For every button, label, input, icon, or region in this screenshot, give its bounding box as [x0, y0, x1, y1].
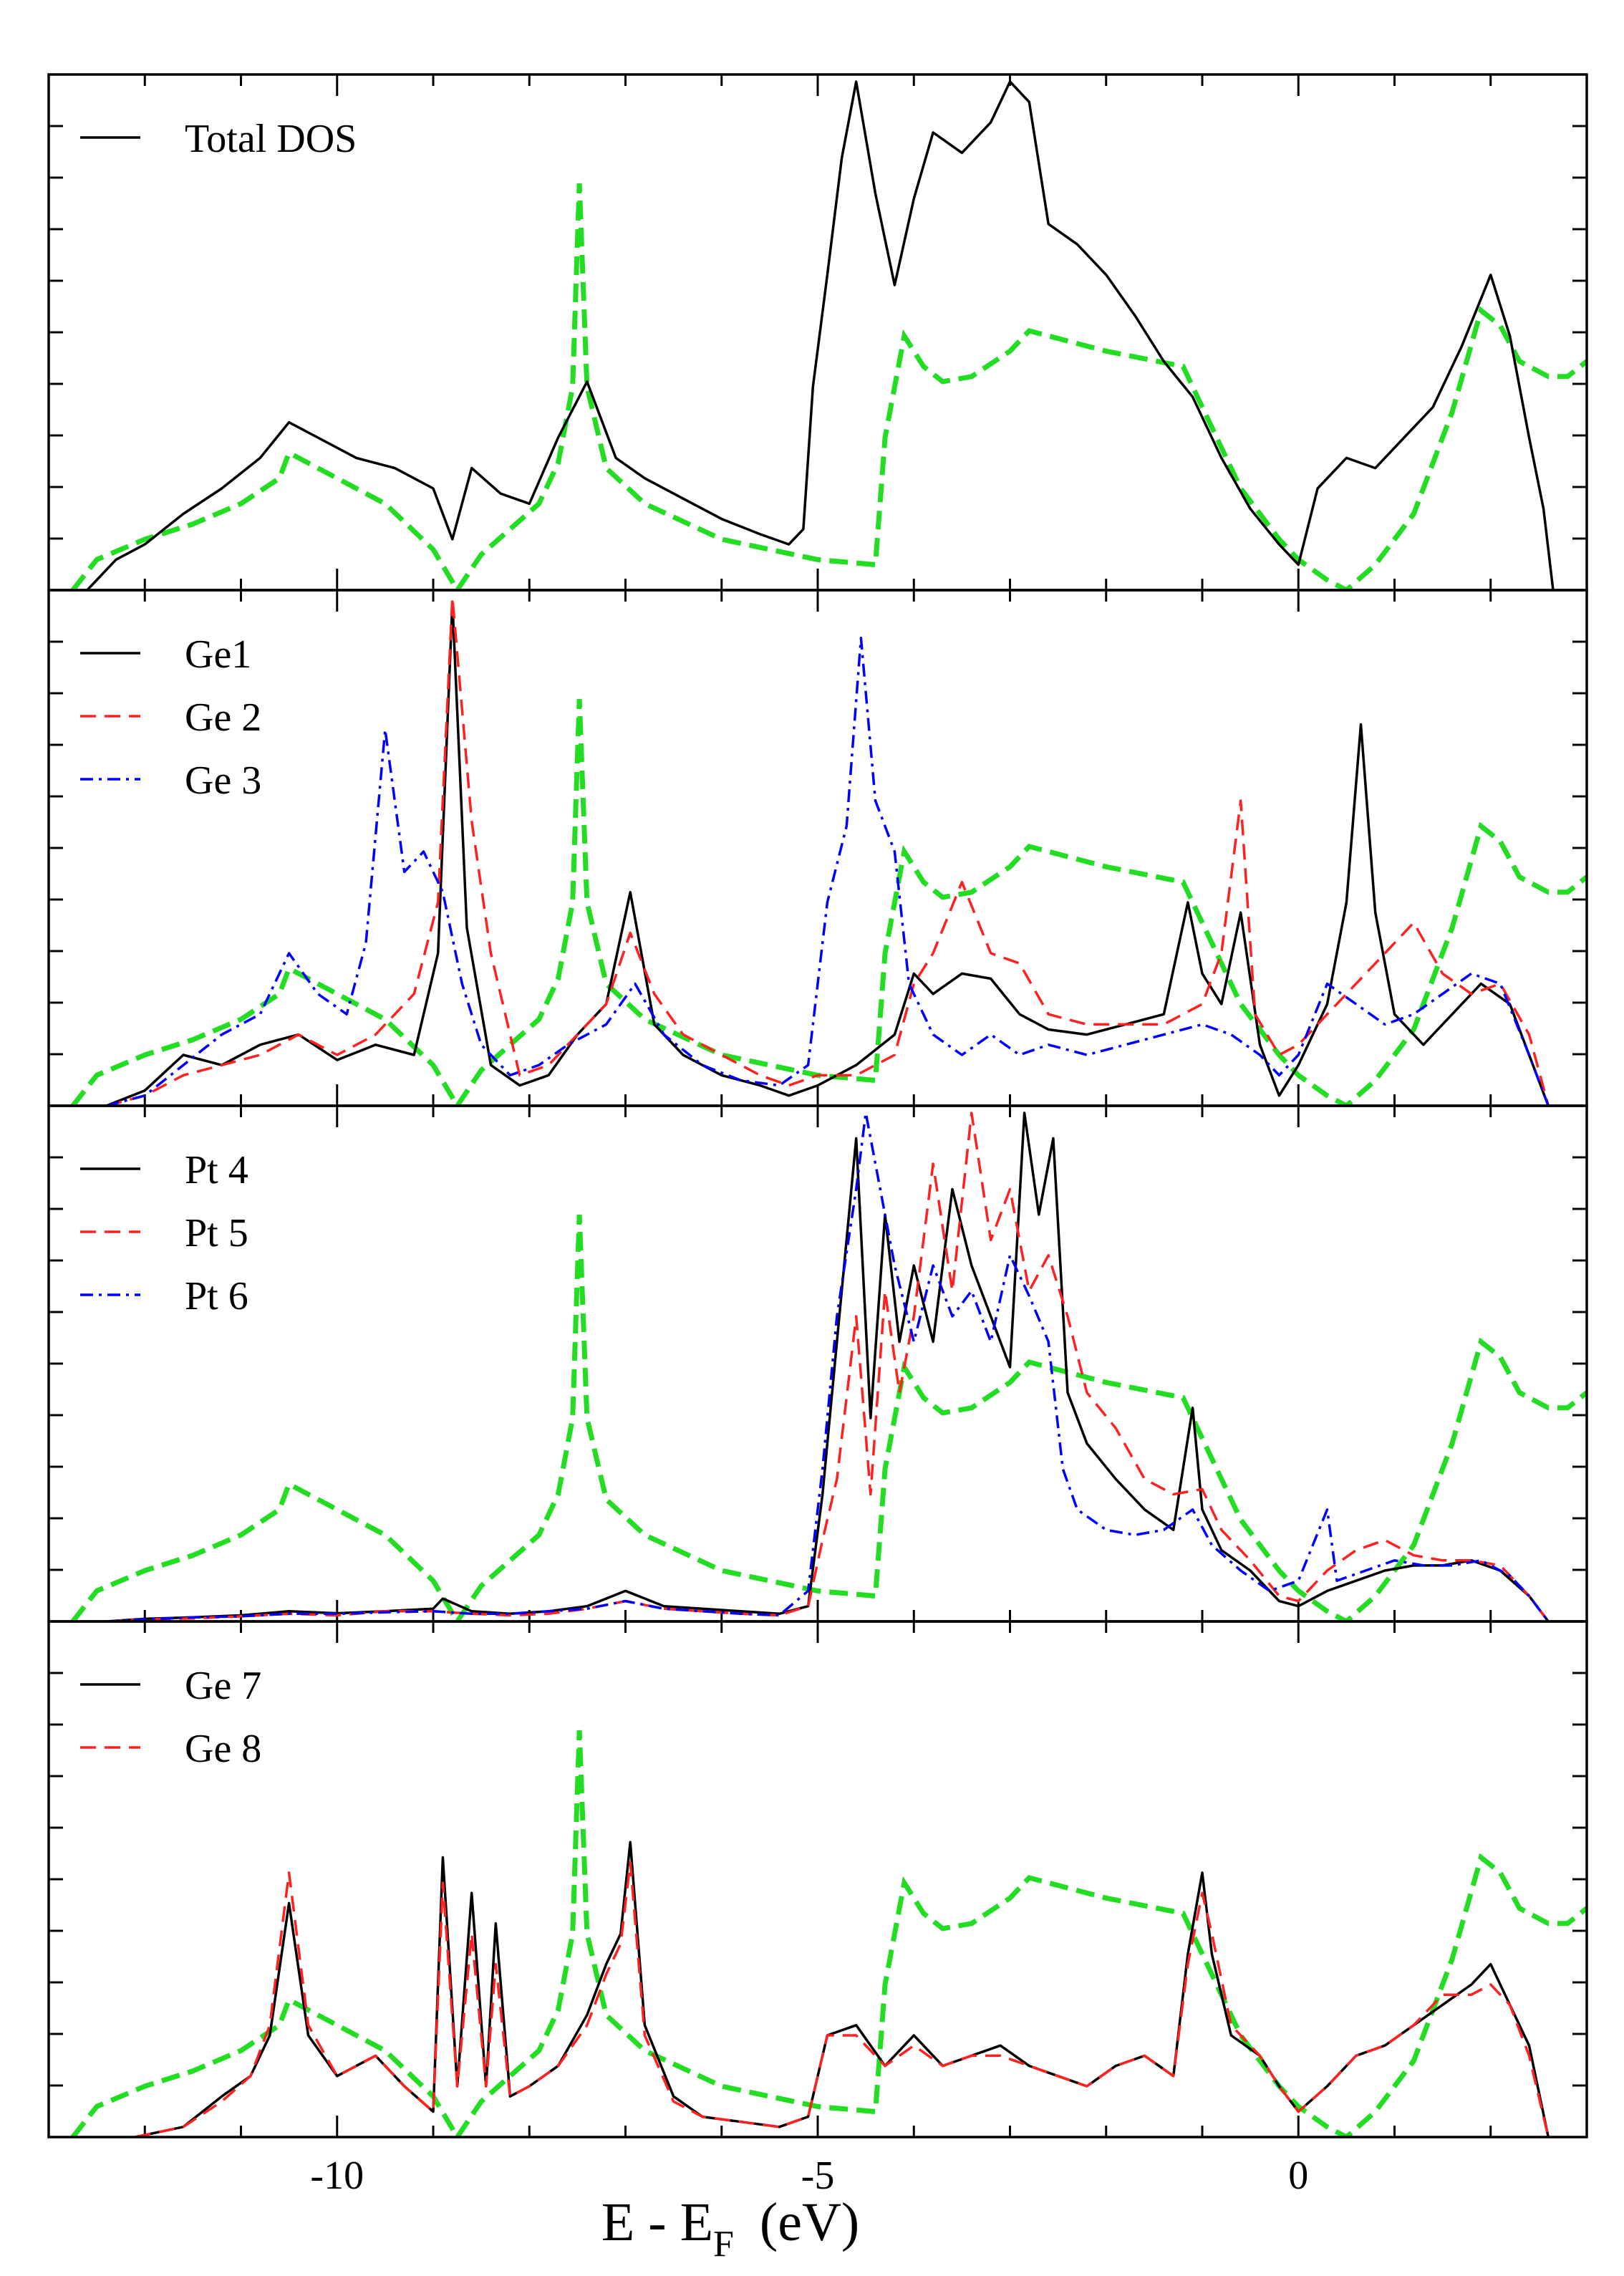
series-line-pt-6	[106, 1112, 1550, 1621]
x-axis-label: E - EF (eV)	[601, 2192, 859, 2265]
panel-frame	[47, 1104, 1588, 1623]
reference-curve	[70, 698, 1587, 1106]
legend-label: Total DOS	[185, 117, 357, 161]
reference-curve	[70, 1730, 1587, 2137]
series-line-pt-5	[106, 1112, 1550, 1621]
panels-group: Total DOS Ge1 Ge 2 Ge 3 Pt 4 Pt 5 Pt 6 Ge 7 Ge 8	[47, 73, 1588, 2138]
legend-label: Pt 6	[185, 1274, 248, 1318]
x-tick-label: 0	[1288, 2154, 1308, 2198]
x-tick-label: -5	[801, 2154, 835, 2198]
series-line-ge-7	[135, 1841, 1550, 2137]
x-tick-label: -10	[310, 2154, 364, 2198]
panel-ge-7-8: Ge 7 Ge 8	[47, 1620, 1588, 2138]
panel-pt-4-6: Pt 4 Pt 5 Pt 6	[47, 1104, 1588, 1623]
legend-label: Ge 3	[185, 758, 261, 803]
legend-label: Pt 4	[185, 1148, 248, 1192]
legend-label: Ge 7	[185, 1664, 261, 1708]
panel-frame	[47, 1620, 1588, 2138]
x-axis: -10 -5 0	[310, 2154, 1308, 2198]
series-line-ge-3	[106, 637, 1550, 1106]
x-axis-label-units: (eV)	[760, 2192, 859, 2252]
legend-label: Ge 2	[185, 695, 261, 740]
legend-label: Ge 8	[185, 1727, 261, 1771]
panel-frame	[47, 589, 1588, 1107]
series-line-ge-2	[106, 596, 1550, 1106]
x-axis-label-main: E - E	[601, 2192, 713, 2252]
series-line-ge-8	[135, 1861, 1550, 2137]
panel-total-dos: Total DOS	[47, 73, 1588, 592]
reference-curve	[70, 183, 1587, 590]
series-line-pt-4	[106, 1112, 1550, 1621]
series-line-ge1	[105, 601, 1550, 1106]
x-axis-label-sub: F	[713, 2224, 734, 2265]
reference-curve	[70, 1214, 1587, 1621]
series-line-total-dos	[86, 80, 1555, 590]
panel-ge-1-3: Ge1 Ge 2 Ge 3	[47, 589, 1588, 1107]
legend-label: Pt 5	[185, 1211, 248, 1255]
legend-label: Ge1	[185, 632, 251, 677]
